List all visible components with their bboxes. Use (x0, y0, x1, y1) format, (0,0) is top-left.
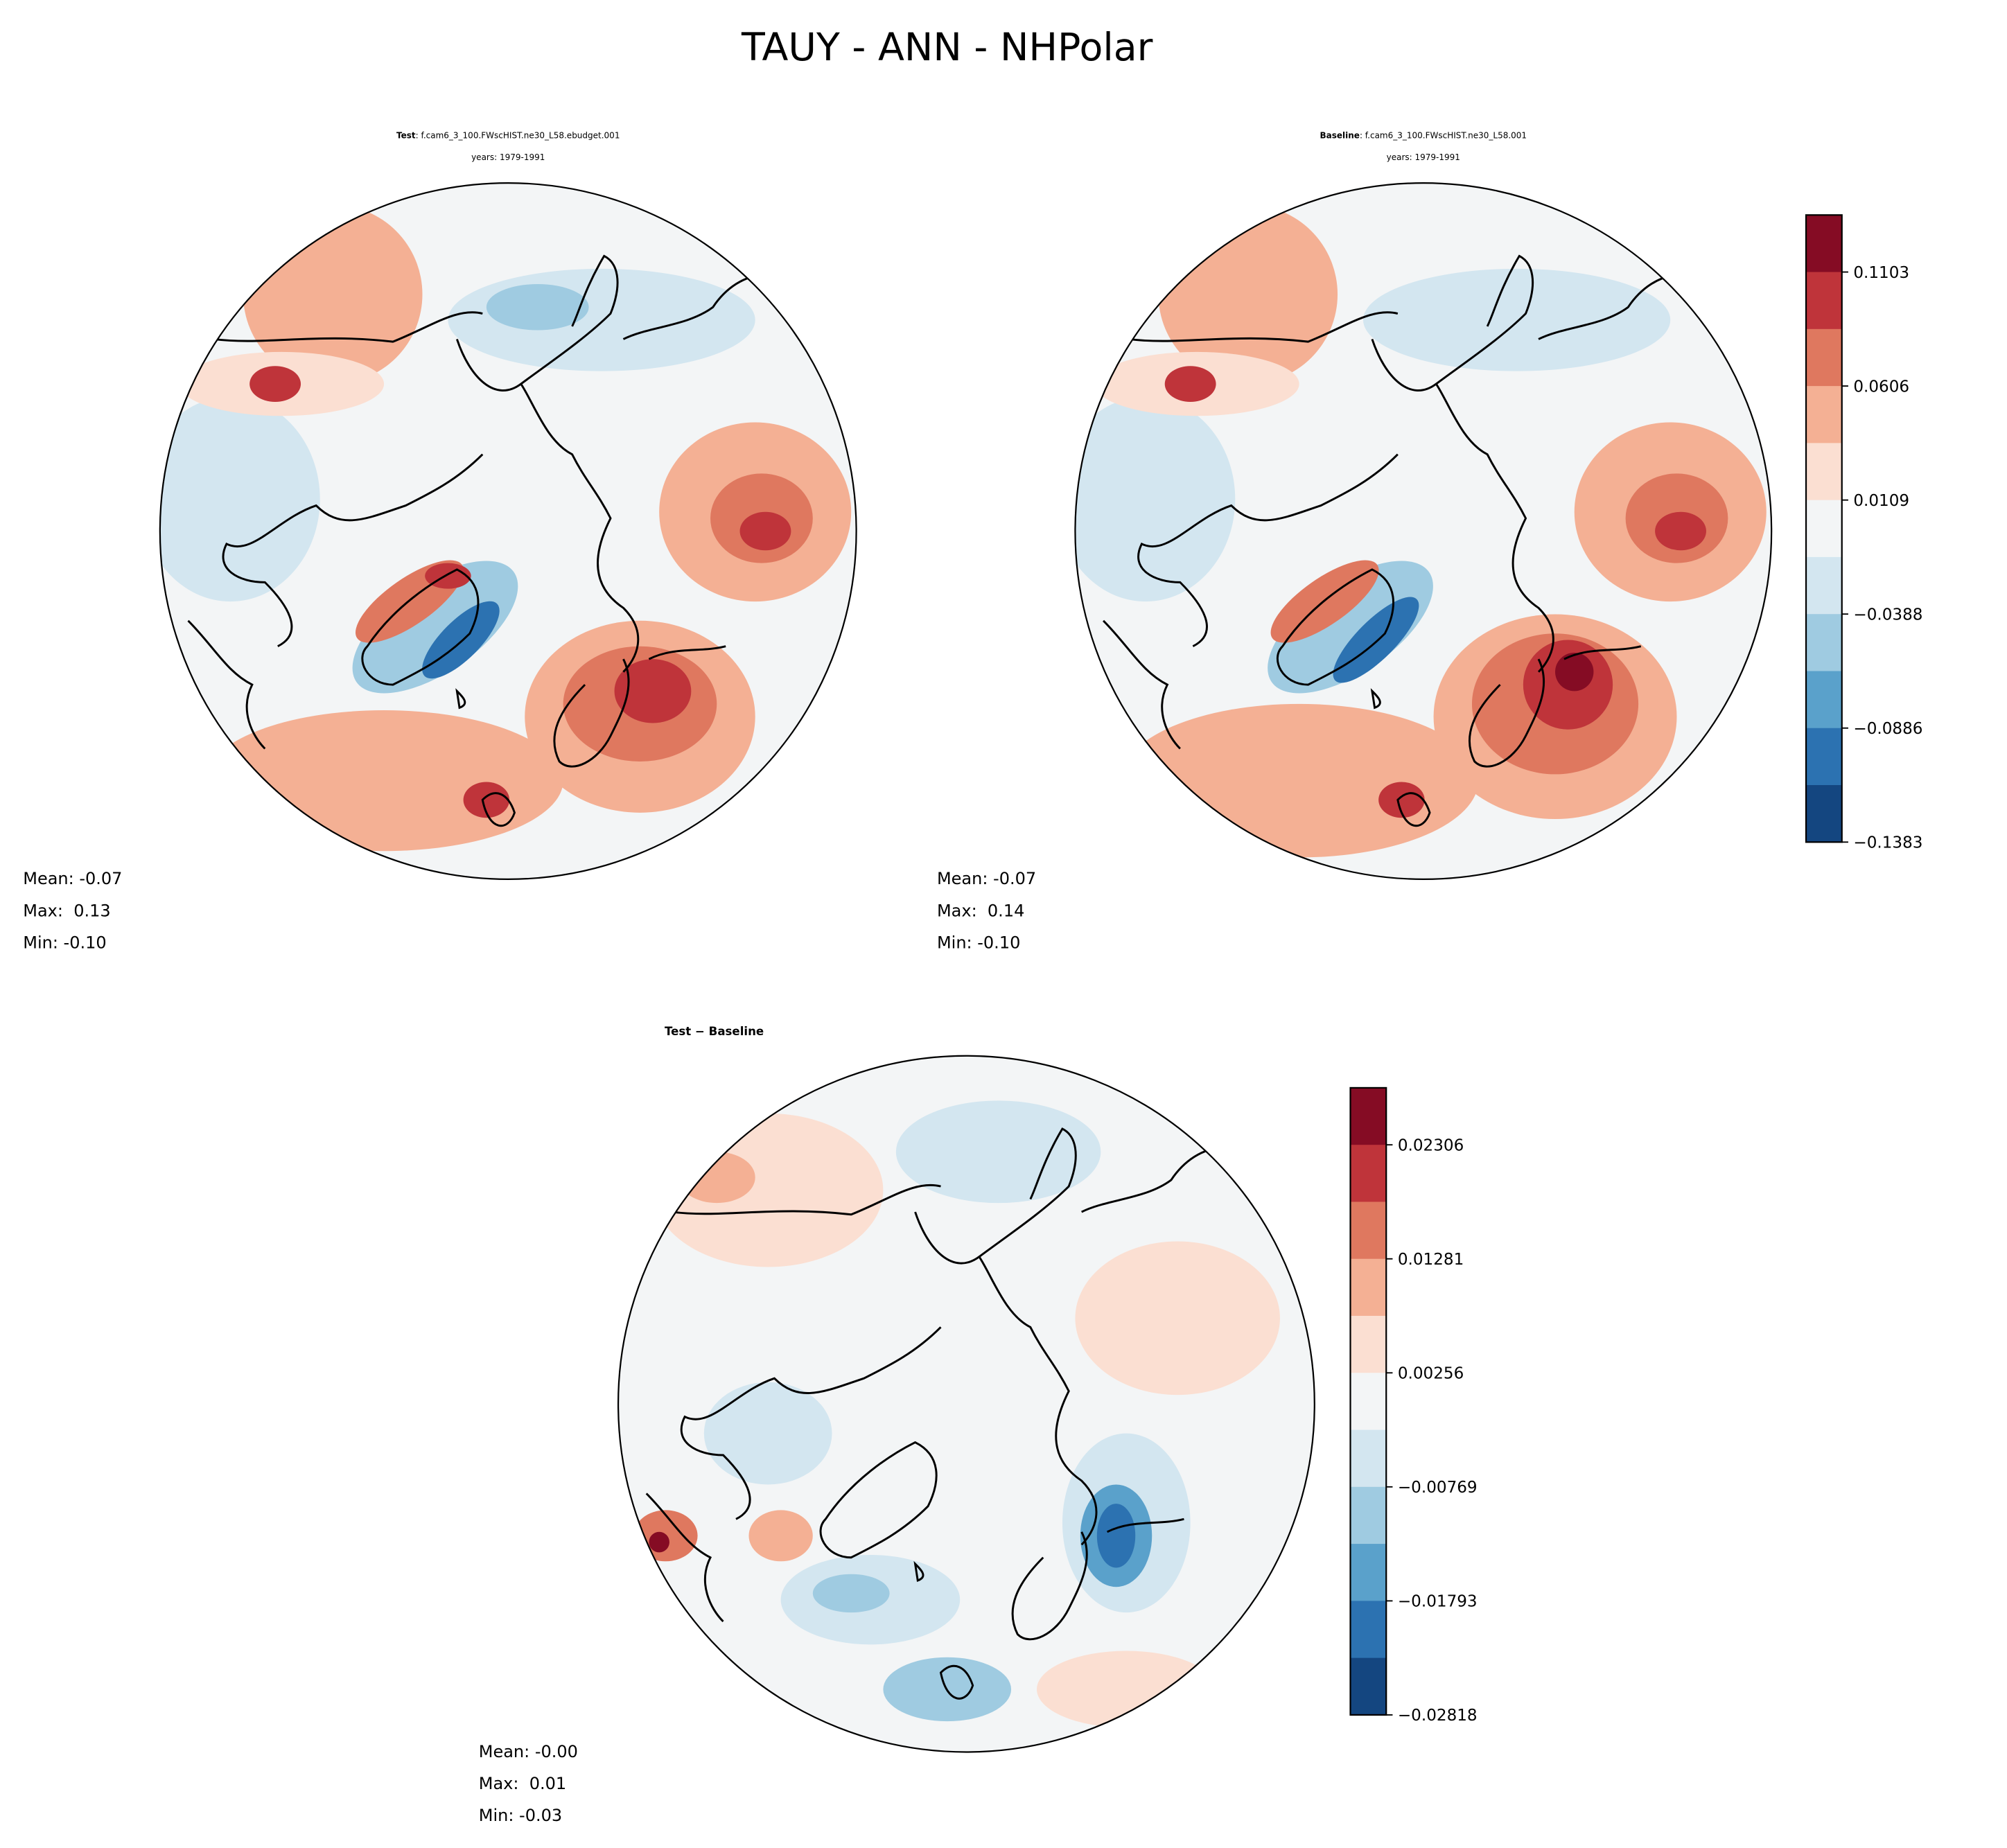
colorbar-bin (1806, 215, 1842, 273)
map-test (159, 183, 857, 879)
colorbar-tick-label: 0.0606 (1853, 378, 1909, 396)
colorbar-bin (1806, 443, 1842, 501)
panel-years: years: 1979-1991 (1387, 152, 1460, 162)
stat-mean: Mean: -0.07 (937, 869, 1036, 888)
panel-title: Test: f.cam6_3_100.FWscHIST.ne30_L58.ebu… (396, 130, 620, 140)
colorbar-bin (1350, 1087, 1387, 1145)
colorbar-diff: 0.02306 0.01281 0.00256 −0.00769 −0.01793 −0.… (1349, 1086, 1478, 1725)
colorbar-tick-label: 0.01281 (1398, 1251, 1464, 1269)
colorbar-bin (1350, 1202, 1387, 1260)
stat-max: Max: 0.14 (937, 901, 1024, 920)
panel-baseline: Baseline: f.cam6_3_100.FWscHIST.ne30_L58… (937, 130, 1773, 953)
map-difference (618, 1055, 1315, 1752)
colorbar-bin (1350, 1429, 1387, 1488)
colorbar-tick-label: −0.0886 (1853, 720, 1922, 738)
colorbar-tick-label: −0.01793 (1398, 1593, 1478, 1611)
colorbar-bin (1806, 671, 1842, 729)
colorbar-bin (1350, 1315, 1387, 1373)
stat-min: Min: -0.10 (23, 933, 106, 953)
stat-min: Min: -0.03 (479, 1806, 562, 1825)
map-baseline (1075, 183, 1772, 879)
colorbar-tick-label: 0.0109 (1853, 492, 1909, 510)
colorbar-bin (1806, 500, 1842, 558)
panel-years: years: 1979-1991 (471, 152, 545, 162)
colorbar-bin (1806, 328, 1842, 387)
stat-min: Min: -0.10 (937, 933, 1020, 953)
colorbar-bin (1350, 1486, 1387, 1545)
colorbar-tick-label: 0.00256 (1398, 1365, 1464, 1383)
colorbar-bin (1806, 785, 1842, 843)
colorbar-bin (1806, 272, 1842, 330)
colorbar-bin (1806, 386, 1842, 443)
colorbar-bin (1350, 1601, 1387, 1659)
colorbar-bin (1350, 1145, 1387, 1203)
colorbar-bin (1350, 1373, 1387, 1431)
panel-difference: Test − Baseline Mean: -0.00 Max: 0.01 Mi… (479, 1025, 1315, 1825)
stat-max: Max: 0.13 (23, 901, 110, 920)
panel-title: Test − Baseline (665, 1025, 764, 1038)
stat-mean: Mean: -0.00 (479, 1742, 578, 1761)
colorbar-tick-label: −0.02818 (1398, 1707, 1478, 1725)
colorbar-tick-label: −0.00769 (1398, 1479, 1478, 1497)
colorbar-bin (1806, 728, 1842, 786)
colorbar-bin (1350, 1258, 1387, 1317)
colorbar-bin (1350, 1544, 1387, 1601)
colorbar-bin (1806, 614, 1842, 672)
colorbar-tick-label: −0.0388 (1853, 606, 1922, 624)
colorbar-tick-label: −0.1383 (1853, 834, 1922, 852)
colorbar-tick-label: 0.02306 (1398, 1136, 1464, 1154)
panel-title: Baseline: f.cam6_3_100.FWscHIST.ne30_L58… (1320, 130, 1527, 140)
panel-test: Test: f.cam6_3_100.FWscHIST.ne30_L58.ebu… (23, 130, 857, 953)
stat-max: Max: 0.01 (479, 1774, 566, 1793)
colorbar-bin (1350, 1657, 1387, 1716)
stat-mean: Mean: -0.07 (23, 869, 122, 888)
figure-title: TAUY - ANN - NHPolar (741, 26, 1153, 70)
colorbar-main: 0.1103 0.0606 0.0109 −0.0388 −0.0886 −0.1383 (1805, 214, 1922, 852)
colorbar-tick-label: 0.1103 (1853, 264, 1909, 282)
colorbar-bin (1806, 556, 1842, 615)
